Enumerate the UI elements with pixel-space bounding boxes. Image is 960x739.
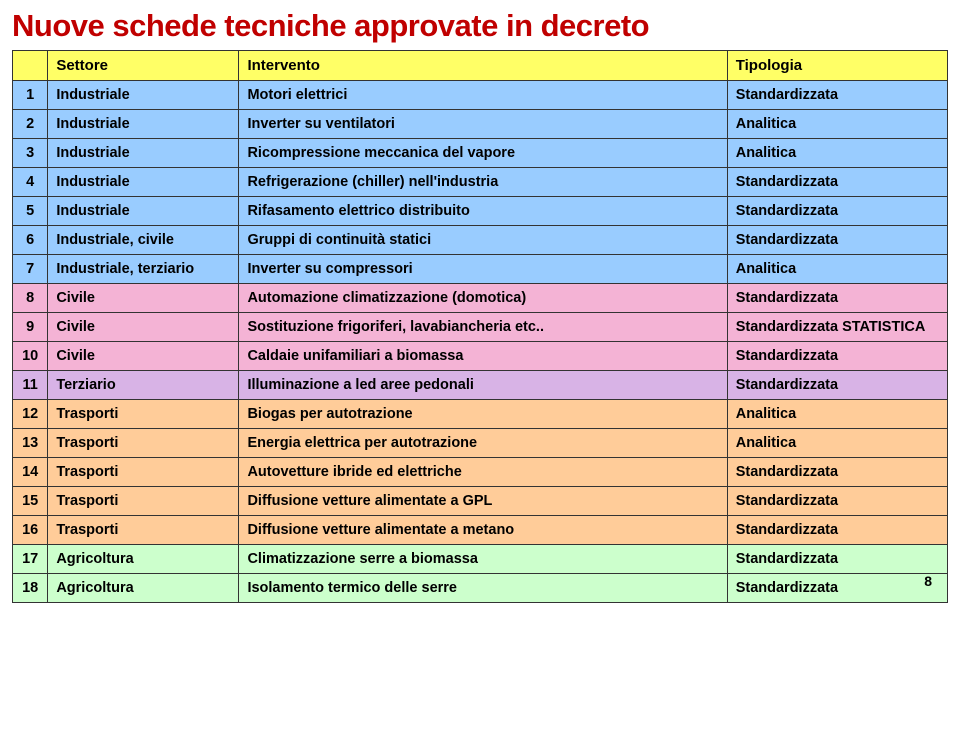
cell-intervento: Illuminazione a led aree pedonali xyxy=(239,371,727,400)
cell-tipologia: Standardizzata xyxy=(727,226,947,255)
cell-settore: Civile xyxy=(48,313,239,342)
cell-settore: Agricoltura xyxy=(48,574,239,603)
cell-num: 6 xyxy=(13,226,48,255)
cell-tipologia: Analitica xyxy=(727,255,947,284)
cell-settore: Industriale xyxy=(48,81,239,110)
cell-num: 4 xyxy=(13,168,48,197)
page-number: 8 xyxy=(924,573,932,589)
table-row: 5IndustrialeRifasamento elettrico distri… xyxy=(13,197,948,226)
table-row: 7Industriale, terziarioInverter su compr… xyxy=(13,255,948,284)
cell-num: 1 xyxy=(13,81,48,110)
cell-num: 12 xyxy=(13,400,48,429)
cell-tipologia: Standardizzata xyxy=(727,168,947,197)
cell-num: 7 xyxy=(13,255,48,284)
cell-settore: Trasporti xyxy=(48,487,239,516)
cell-tipologia: Analitica xyxy=(727,400,947,429)
cell-num: 10 xyxy=(13,342,48,371)
cell-num: 11 xyxy=(13,371,48,400)
table-row: 1IndustrialeMotori elettriciStandardizza… xyxy=(13,81,948,110)
cell-intervento: Inverter su compressori xyxy=(239,255,727,284)
cell-intervento: Sostituzione frigoriferi, lavabiancheria… xyxy=(239,313,727,342)
cell-num: 14 xyxy=(13,458,48,487)
cell-num: 15 xyxy=(13,487,48,516)
table-header-row: Settore Intervento Tipologia xyxy=(13,51,948,81)
cell-intervento: Diffusione vetture alimentate a GPL xyxy=(239,487,727,516)
cell-tipologia: Standardizzata xyxy=(727,458,947,487)
cell-intervento: Isolamento termico delle serre xyxy=(239,574,727,603)
cell-settore: Industriale xyxy=(48,168,239,197)
table-row: 9CivileSostituzione frigoriferi, lavabia… xyxy=(13,313,948,342)
cell-num: 13 xyxy=(13,429,48,458)
cell-tipologia: Analitica xyxy=(727,139,947,168)
cell-num: 5 xyxy=(13,197,48,226)
cell-settore: Civile xyxy=(48,342,239,371)
cell-intervento: Biogas per autotrazione xyxy=(239,400,727,429)
cell-num: 16 xyxy=(13,516,48,545)
table-row: 17AgricolturaClimatizzazione serre a bio… xyxy=(13,545,948,574)
cell-settore: Civile xyxy=(48,284,239,313)
cell-num: 9 xyxy=(13,313,48,342)
cell-tipologia: Standardizzata xyxy=(727,81,947,110)
table-row: 3IndustrialeRicompressione meccanica del… xyxy=(13,139,948,168)
cell-settore: Industriale xyxy=(48,197,239,226)
cell-settore: Trasporti xyxy=(48,458,239,487)
cell-num: 8 xyxy=(13,284,48,313)
table-row: 6Industriale, civileGruppi di continuità… xyxy=(13,226,948,255)
cell-intervento: Refrigerazione (chiller) nell'industria xyxy=(239,168,727,197)
cell-settore: Trasporti xyxy=(48,400,239,429)
cell-settore: Terziario xyxy=(48,371,239,400)
cell-tipologia: Standardizzata xyxy=(727,342,947,371)
cell-tipologia: Standardizzata xyxy=(727,516,947,545)
cell-intervento: Energia elettrica per autotrazione xyxy=(239,429,727,458)
cell-intervento: Rifasamento elettrico distribuito xyxy=(239,197,727,226)
table-row: 10CivileCaldaie unifamiliari a biomassaS… xyxy=(13,342,948,371)
table-row: 2IndustrialeInverter su ventilatoriAnali… xyxy=(13,110,948,139)
table-row: 18AgricolturaIsolamento termico delle se… xyxy=(13,574,948,603)
cell-intervento: Ricompressione meccanica del vapore xyxy=(239,139,727,168)
cell-settore: Agricoltura xyxy=(48,545,239,574)
page-title: Nuove schede tecniche approvate in decre… xyxy=(12,8,948,44)
cell-settore: Industriale xyxy=(48,110,239,139)
cell-settore: Industriale, civile xyxy=(48,226,239,255)
cell-settore: Trasporti xyxy=(48,429,239,458)
table-row: 8CivileAutomazione climatizzazione (domo… xyxy=(13,284,948,313)
cell-tipologia: Standardizzata xyxy=(727,197,947,226)
cell-tipologia: Standardizzata xyxy=(727,545,947,574)
cell-intervento: Automazione climatizzazione (domotica) xyxy=(239,284,727,313)
cell-intervento: Diffusione vetture alimentate a metano xyxy=(239,516,727,545)
cell-tipologia: Analitica xyxy=(727,429,947,458)
cell-settore: Industriale xyxy=(48,139,239,168)
cell-num: 2 xyxy=(13,110,48,139)
cell-intervento: Inverter su ventilatori xyxy=(239,110,727,139)
col-header-tipologia: Tipologia xyxy=(727,51,947,81)
cell-num: 17 xyxy=(13,545,48,574)
table-row: 15TrasportiDiffusione vetture alimentate… xyxy=(13,487,948,516)
col-header-settore: Settore xyxy=(48,51,239,81)
table-row: 12TrasportiBiogas per autotrazioneAnalit… xyxy=(13,400,948,429)
cell-intervento: Gruppi di continuità statici xyxy=(239,226,727,255)
cell-intervento: Caldaie unifamiliari a biomassa xyxy=(239,342,727,371)
cell-tipologia: Standardizzata xyxy=(727,371,947,400)
cell-num: 18 xyxy=(13,574,48,603)
cell-tipologia: Standardizzata xyxy=(727,487,947,516)
cell-tipologia: Analitica xyxy=(727,110,947,139)
table-row: 11TerziarioIlluminazione a led aree pedo… xyxy=(13,371,948,400)
cell-intervento: Motori elettrici xyxy=(239,81,727,110)
cell-settore: Trasporti xyxy=(48,516,239,545)
col-header-intervento: Intervento xyxy=(239,51,727,81)
col-header-num xyxy=(13,51,48,81)
schede-table: Settore Intervento Tipologia 1Industrial… xyxy=(12,50,948,603)
cell-tipologia: Standardizzata STATISTICA xyxy=(727,313,947,342)
cell-tipologia: Standardizzata xyxy=(727,574,947,603)
cell-intervento: Climatizzazione serre a biomassa xyxy=(239,545,727,574)
cell-tipologia: Standardizzata xyxy=(727,284,947,313)
table-row: 13TrasportiEnergia elettrica per autotra… xyxy=(13,429,948,458)
cell-num: 3 xyxy=(13,139,48,168)
table-row: 14TrasportiAutovetture ibride ed elettri… xyxy=(13,458,948,487)
table-row: 4IndustrialeRefrigerazione (chiller) nel… xyxy=(13,168,948,197)
cell-intervento: Autovetture ibride ed elettriche xyxy=(239,458,727,487)
cell-settore: Industriale, terziario xyxy=(48,255,239,284)
table-row: 16TrasportiDiffusione vetture alimentate… xyxy=(13,516,948,545)
